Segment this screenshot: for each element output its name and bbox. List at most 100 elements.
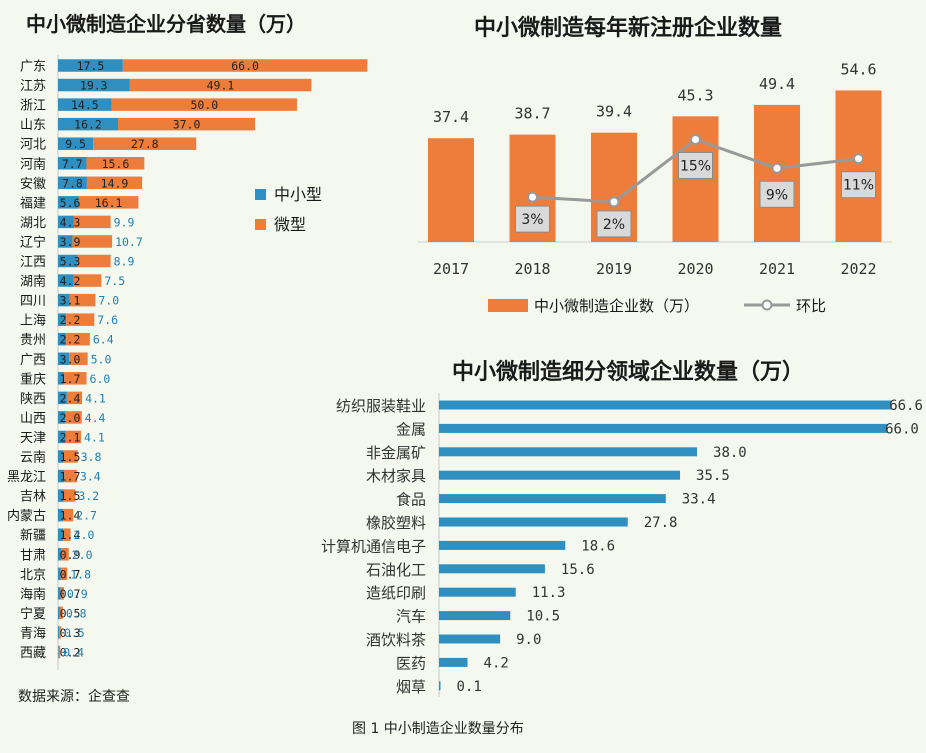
value-label-small-medium: 2.2 <box>60 333 81 347</box>
bar-small-medium <box>58 176 87 190</box>
province-label: 青海 <box>20 626 46 641</box>
province-label: 甘肃 <box>20 548 46 563</box>
figure-caption: 图 1 中小制造企业数量分布 <box>352 721 524 737</box>
value-label-small-medium: 2.2 <box>60 313 81 327</box>
bar-micro <box>118 117 256 131</box>
value-label-small-medium: 7.8 <box>62 176 83 190</box>
sector-value-label: 9.0 <box>516 632 541 648</box>
yoy-marker <box>608 196 620 208</box>
sector-label: 造纸印刷 <box>366 584 426 602</box>
value-label-small-medium: 0.7 <box>60 587 81 601</box>
province-label: 湖南 <box>20 274 46 290</box>
bar-micro <box>72 235 113 248</box>
sector-value-label: 66.6 <box>889 398 923 414</box>
sector-value-label: 15.6 <box>561 562 595 578</box>
bar-micro <box>78 196 139 209</box>
bar-micro <box>93 137 197 150</box>
value-label-micro: 3.8 <box>81 450 102 464</box>
bar-small-medium <box>58 215 74 229</box>
bar-small-medium <box>58 489 64 502</box>
bar-small-medium <box>58 508 64 522</box>
yoy-marker <box>527 191 538 203</box>
bar-micro <box>60 567 68 581</box>
bar-micro <box>61 548 69 561</box>
bar-small-medium <box>58 450 64 463</box>
legend-label-enterprises: 中小微制造企业数（万） <box>534 297 699 315</box>
province-label: 云南 <box>20 450 46 466</box>
legend-swatch-micro <box>255 219 266 230</box>
sector-label: 汽车 <box>396 608 426 626</box>
bar-micro <box>73 215 111 229</box>
bar-small-medium <box>58 469 65 483</box>
value-label-small-medium: 0.7 <box>60 567 81 581</box>
yoy-label: 2% <box>603 217 625 233</box>
yearly-value-label: 37.4 <box>433 108 469 126</box>
value-label-micro: 7.6 <box>97 313 118 327</box>
sector-label: 计算机通信电子 <box>321 537 426 555</box>
province-label: 浙江 <box>20 99 46 114</box>
value-label-small-medium: 5.3 <box>60 255 81 269</box>
province-label: 贵州 <box>20 333 46 348</box>
value-label-micro: 4.1 <box>85 391 106 405</box>
province-label: 黑龙江 <box>7 470 46 485</box>
bar-small-medium <box>58 606 60 620</box>
value-label-small-medium: 1.4 <box>60 509 81 523</box>
bar-micro <box>69 352 88 365</box>
yoy-label: 11% <box>843 178 874 194</box>
yoy-marker <box>690 134 701 145</box>
sector-value-label: 10.5 <box>526 609 560 625</box>
province-label: 河南 <box>20 156 46 172</box>
value-label-micro: 27.8 <box>131 137 159 151</box>
value-label-small-medium: 0.3 <box>60 626 81 640</box>
value-label-micro: 37.0 <box>173 118 201 132</box>
province-label: 福建 <box>20 196 46 211</box>
sector-value-label: 66.0 <box>885 421 919 437</box>
yoy-marker <box>853 153 864 165</box>
value-label-small-medium: 1.7 <box>60 470 81 484</box>
value-label-small-medium: 0.9 <box>60 548 81 562</box>
value-label-micro: 2.0 <box>72 548 93 562</box>
province-label: 海南 <box>20 586 46 602</box>
bar-small-medium <box>58 430 66 444</box>
bar-micro <box>111 98 297 111</box>
value-label-small-medium: 19.3 <box>80 79 108 93</box>
bar-micro <box>122 59 368 72</box>
value-label-small-medium: 1.4 <box>60 528 81 542</box>
yearly-x-tick-label: 2019 <box>596 260 632 278</box>
sector-value-label: 38.0 <box>713 445 747 461</box>
bar-small-medium <box>58 313 67 326</box>
value-label-small-medium: 4.2 <box>60 274 81 288</box>
yearly-bar <box>835 90 882 242</box>
province-label: 上海 <box>20 314 46 329</box>
value-label-micro: 15.6 <box>102 157 130 171</box>
bar-micro <box>59 606 63 620</box>
sector-bar <box>439 470 681 480</box>
yearly-value-label: 38.7 <box>514 105 550 123</box>
bar-small-medium <box>58 352 70 365</box>
value-label-small-medium: 3.1 <box>60 294 81 308</box>
province-label: 重庆 <box>20 371 46 387</box>
bar-small-medium <box>58 235 73 248</box>
bar-micro <box>59 626 61 639</box>
bar-micro <box>63 489 76 502</box>
sector-bar <box>439 681 441 691</box>
yearly-x-tick-label: 2021 <box>759 260 795 278</box>
value-label-small-medium: 0.2 <box>60 646 81 660</box>
value-label-small-medium: 2.4 <box>60 391 81 405</box>
value-label-small-medium: 3.0 <box>60 352 81 366</box>
yearly-x-tick-label: 2017 <box>433 260 469 278</box>
bar-small-medium <box>58 626 60 639</box>
legend-label-micro: 微型 <box>274 215 306 234</box>
bar-small-medium <box>58 274 74 287</box>
sector-label: 纺织服装鞋业 <box>336 397 426 415</box>
value-label-small-medium: 1.5 <box>60 489 81 503</box>
value-label-micro: 7.5 <box>104 274 125 288</box>
sector-bar <box>439 423 888 433</box>
bar-small-medium <box>58 293 70 307</box>
bar-micro <box>63 528 71 541</box>
province-label: 辽宁 <box>20 234 46 250</box>
bar-small-medium <box>58 391 67 405</box>
value-label-small-medium: 17.5 <box>77 59 105 73</box>
value-label-micro: 0.8 <box>66 606 87 620</box>
